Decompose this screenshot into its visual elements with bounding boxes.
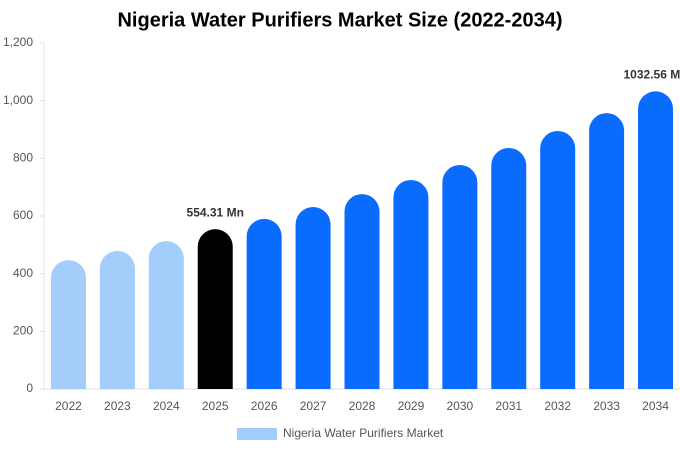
bar — [148, 241, 184, 389]
x-tick-label: 2030 — [446, 399, 473, 413]
x-tick-label: 2032 — [544, 399, 571, 413]
x-tick-label: 2023 — [104, 399, 131, 413]
bar — [197, 229, 233, 389]
x-tick-label: 2026 — [251, 399, 278, 413]
x-tick-label: 2027 — [300, 399, 327, 413]
y-tick-label: 0 — [26, 381, 33, 395]
bar — [295, 207, 331, 389]
x-tick-label: 2029 — [398, 399, 425, 413]
x-tick-label: 2024 — [153, 399, 180, 413]
bar — [393, 179, 429, 389]
legend-label: Nigeria Water Purifiers Market — [283, 426, 444, 440]
y-tick-label: 600 — [13, 208, 33, 222]
bar — [50, 260, 86, 389]
legend-swatch — [237, 428, 277, 440]
bar — [344, 194, 380, 389]
data-label: 1032.56 Mn — [624, 67, 680, 81]
bar — [491, 147, 527, 389]
y-tick-label: 1,000 — [3, 93, 33, 107]
chart-title: Nigeria Water Purifiers Market Size (202… — [117, 9, 562, 31]
bar — [638, 91, 674, 389]
y-tick-label: 800 — [13, 151, 33, 165]
bar — [442, 164, 478, 389]
bar — [540, 130, 576, 390]
x-tick-label: 2022 — [55, 399, 82, 413]
data-label: 554.31 Mn — [187, 205, 244, 219]
x-tick-label: 2031 — [495, 399, 522, 413]
y-tick-label: 400 — [13, 266, 33, 280]
x-tick-label: 2034 — [642, 399, 669, 413]
bar — [246, 218, 282, 389]
bar — [99, 250, 135, 389]
y-tick-label: 200 — [13, 324, 33, 338]
y-tick-label: 1,200 — [3, 35, 33, 49]
x-tick-label: 2028 — [349, 399, 376, 413]
x-tick-label: 2025 — [202, 399, 229, 413]
x-tick-label: 2033 — [593, 399, 620, 413]
bar — [589, 113, 625, 389]
